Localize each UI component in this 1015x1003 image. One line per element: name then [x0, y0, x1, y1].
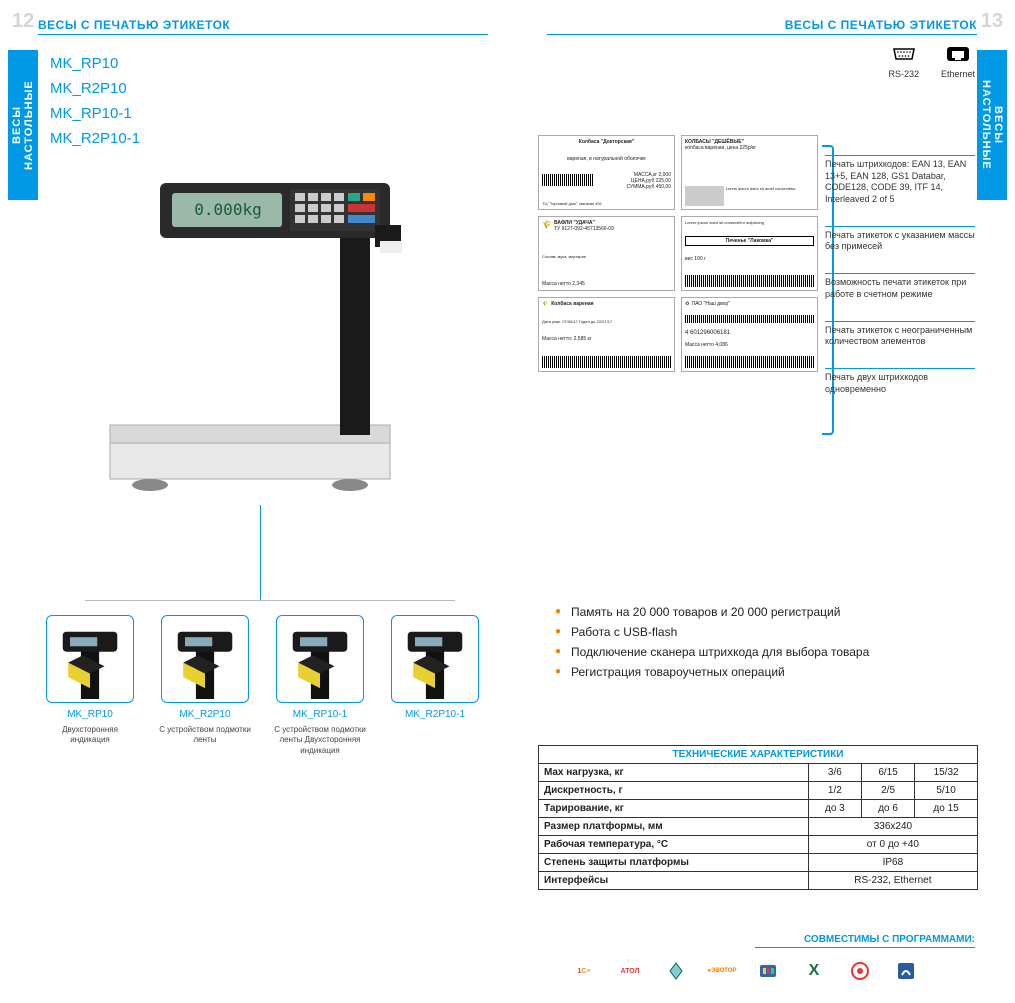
- model-name: MK_R2P10-1: [50, 130, 140, 147]
- ethernet-icon: [945, 45, 971, 63]
- variant-desc: С устройством подмотки ленты: [155, 725, 255, 746]
- bullet-item: Работа с USB-flash: [555, 625, 869, 639]
- logo-generic-icon: [754, 959, 782, 983]
- port-label: Ethernet: [941, 69, 975, 79]
- feature-note: Печать штрихкодов: EAN 13, EAN 13+5, EAN…: [825, 155, 975, 206]
- feature-note: Печать этикеток с неограниченным количес…: [825, 321, 975, 348]
- bullet-item: Регистрация товароучетных операций: [555, 665, 869, 679]
- logo-atol: АТОЛ: [616, 959, 644, 983]
- logo-generic-icon: [846, 959, 874, 983]
- label-thumb: Колбаса "Докторская" вареная, в натураль…: [538, 135, 675, 210]
- label-thumb: 🌾Колбаса вареная Дата упак. 07/06/17 Год…: [538, 297, 675, 372]
- label-thumb: Lorem ipsum dolor sit consectetur adipis…: [681, 216, 818, 291]
- model-name: MK_R2P10: [50, 80, 140, 97]
- compat-title: СОВМЕСТИМЫ С ПРОГРАММАМИ:: [755, 934, 975, 948]
- variant-name: MK_R2P10-1: [385, 709, 485, 720]
- port-ethernet: Ethernet: [941, 45, 975, 79]
- variant-item: MK_RP10-1 С устройством подмотки ленты Д…: [270, 615, 370, 756]
- variant-name: MK_R2P10: [155, 709, 255, 720]
- side-tab-left: ВЕСЫ НАСТОЛЬНЫЕ: [8, 50, 38, 200]
- label-examples: Колбаса "Докторская" вареная, в натураль…: [538, 135, 818, 372]
- model-name: MK_RP10-1: [50, 105, 140, 122]
- variant-item: MK_RP10 Двухсторонняя индикация: [40, 615, 140, 756]
- serial-port-icon: [891, 45, 917, 63]
- spec-title: ТЕХНИЧЕСКИЕ ХАРАКТЕРИСТИКИ: [539, 746, 978, 764]
- model-list: MK_RP10 MK_R2P10 MK_RP10-1 MK_R2P10-1: [50, 55, 140, 155]
- logo-generic-icon: [662, 959, 690, 983]
- compat-logos: 1C≡ АТОЛ ●ЭВОТОР X: [570, 959, 920, 983]
- header-left: ВЕСЫ С ПЕЧАТЬЮ ЭТИКЕТОК: [38, 18, 488, 35]
- spec-table: ТЕХНИЧЕСКИЕ ХАРАКТЕРИСТИКИ Max нагрузка,…: [538, 745, 978, 890]
- port-label: RS-232: [888, 69, 919, 79]
- variant-item: MK_R2P10 С устройством подмотки ленты: [155, 615, 255, 756]
- label-thumb: 🌾ВАФЛИ "УДАЧА"ТУ 9127-092-45713566-09 Со…: [538, 216, 675, 291]
- bullet-item: Подключение сканера штрихкода для выбора…: [555, 645, 869, 659]
- page-number-right: 13: [981, 10, 1003, 33]
- scale-image: 0.000kg: [90, 165, 430, 505]
- variant-name: MK_RP10-1: [270, 709, 370, 720]
- side-tab-right: ВЕСЫ НАСТОЛЬНЫЕ: [977, 50, 1007, 200]
- logo-generic-icon: [892, 959, 920, 983]
- connector-hline: [85, 600, 455, 601]
- bullet-item: Память на 20 000 товаров и 20 000 регист…: [555, 605, 869, 619]
- variants: MK_RP10 Двухсторонняя индикация MK_R2P10…: [40, 615, 485, 756]
- ports: RS-232 Ethernet: [888, 45, 975, 79]
- connector-line: [260, 505, 261, 600]
- label-thumb: ♻ПАО "Наш двор" 4 601296006181 Масса нет…: [681, 297, 818, 372]
- feature-note: Печать этикеток с указанием массы без пр…: [825, 226, 975, 253]
- variant-item: MK_R2P10-1: [385, 615, 485, 756]
- variant-desc: Двухсторонняя индикация: [40, 725, 140, 746]
- logo-excel-icon: X: [800, 959, 828, 983]
- model-name: MK_RP10: [50, 55, 140, 72]
- label-thumb: КОЛБАСЫ "ДЕШЁВЫЕ" колбаса варёная, цена …: [681, 135, 818, 210]
- header-right: ВЕСЫ С ПЕЧАТЬЮ ЭТИКЕТОК: [547, 18, 977, 35]
- page-number-left: 12: [12, 10, 34, 33]
- variant-name: MK_RP10: [40, 709, 140, 720]
- feature-notes: Печать штрихкодов: EAN 13, EAN 13+5, EAN…: [825, 155, 975, 415]
- logo-1c: 1C≡: [570, 959, 598, 983]
- feature-note: Печать двух штрихкодов одновременно: [825, 368, 975, 395]
- feature-bullets: Память на 20 000 товаров и 20 000 регист…: [555, 605, 869, 685]
- logo-evotor: ●ЭВОТОР: [708, 959, 736, 983]
- port-rs232: RS-232: [888, 45, 919, 79]
- variant-desc: С устройством подмотки ленты Двухсторонн…: [270, 725, 370, 756]
- feature-note: Возможность печати этикеток при работе в…: [825, 273, 975, 300]
- svg-text:0.000kg: 0.000kg: [194, 200, 261, 219]
